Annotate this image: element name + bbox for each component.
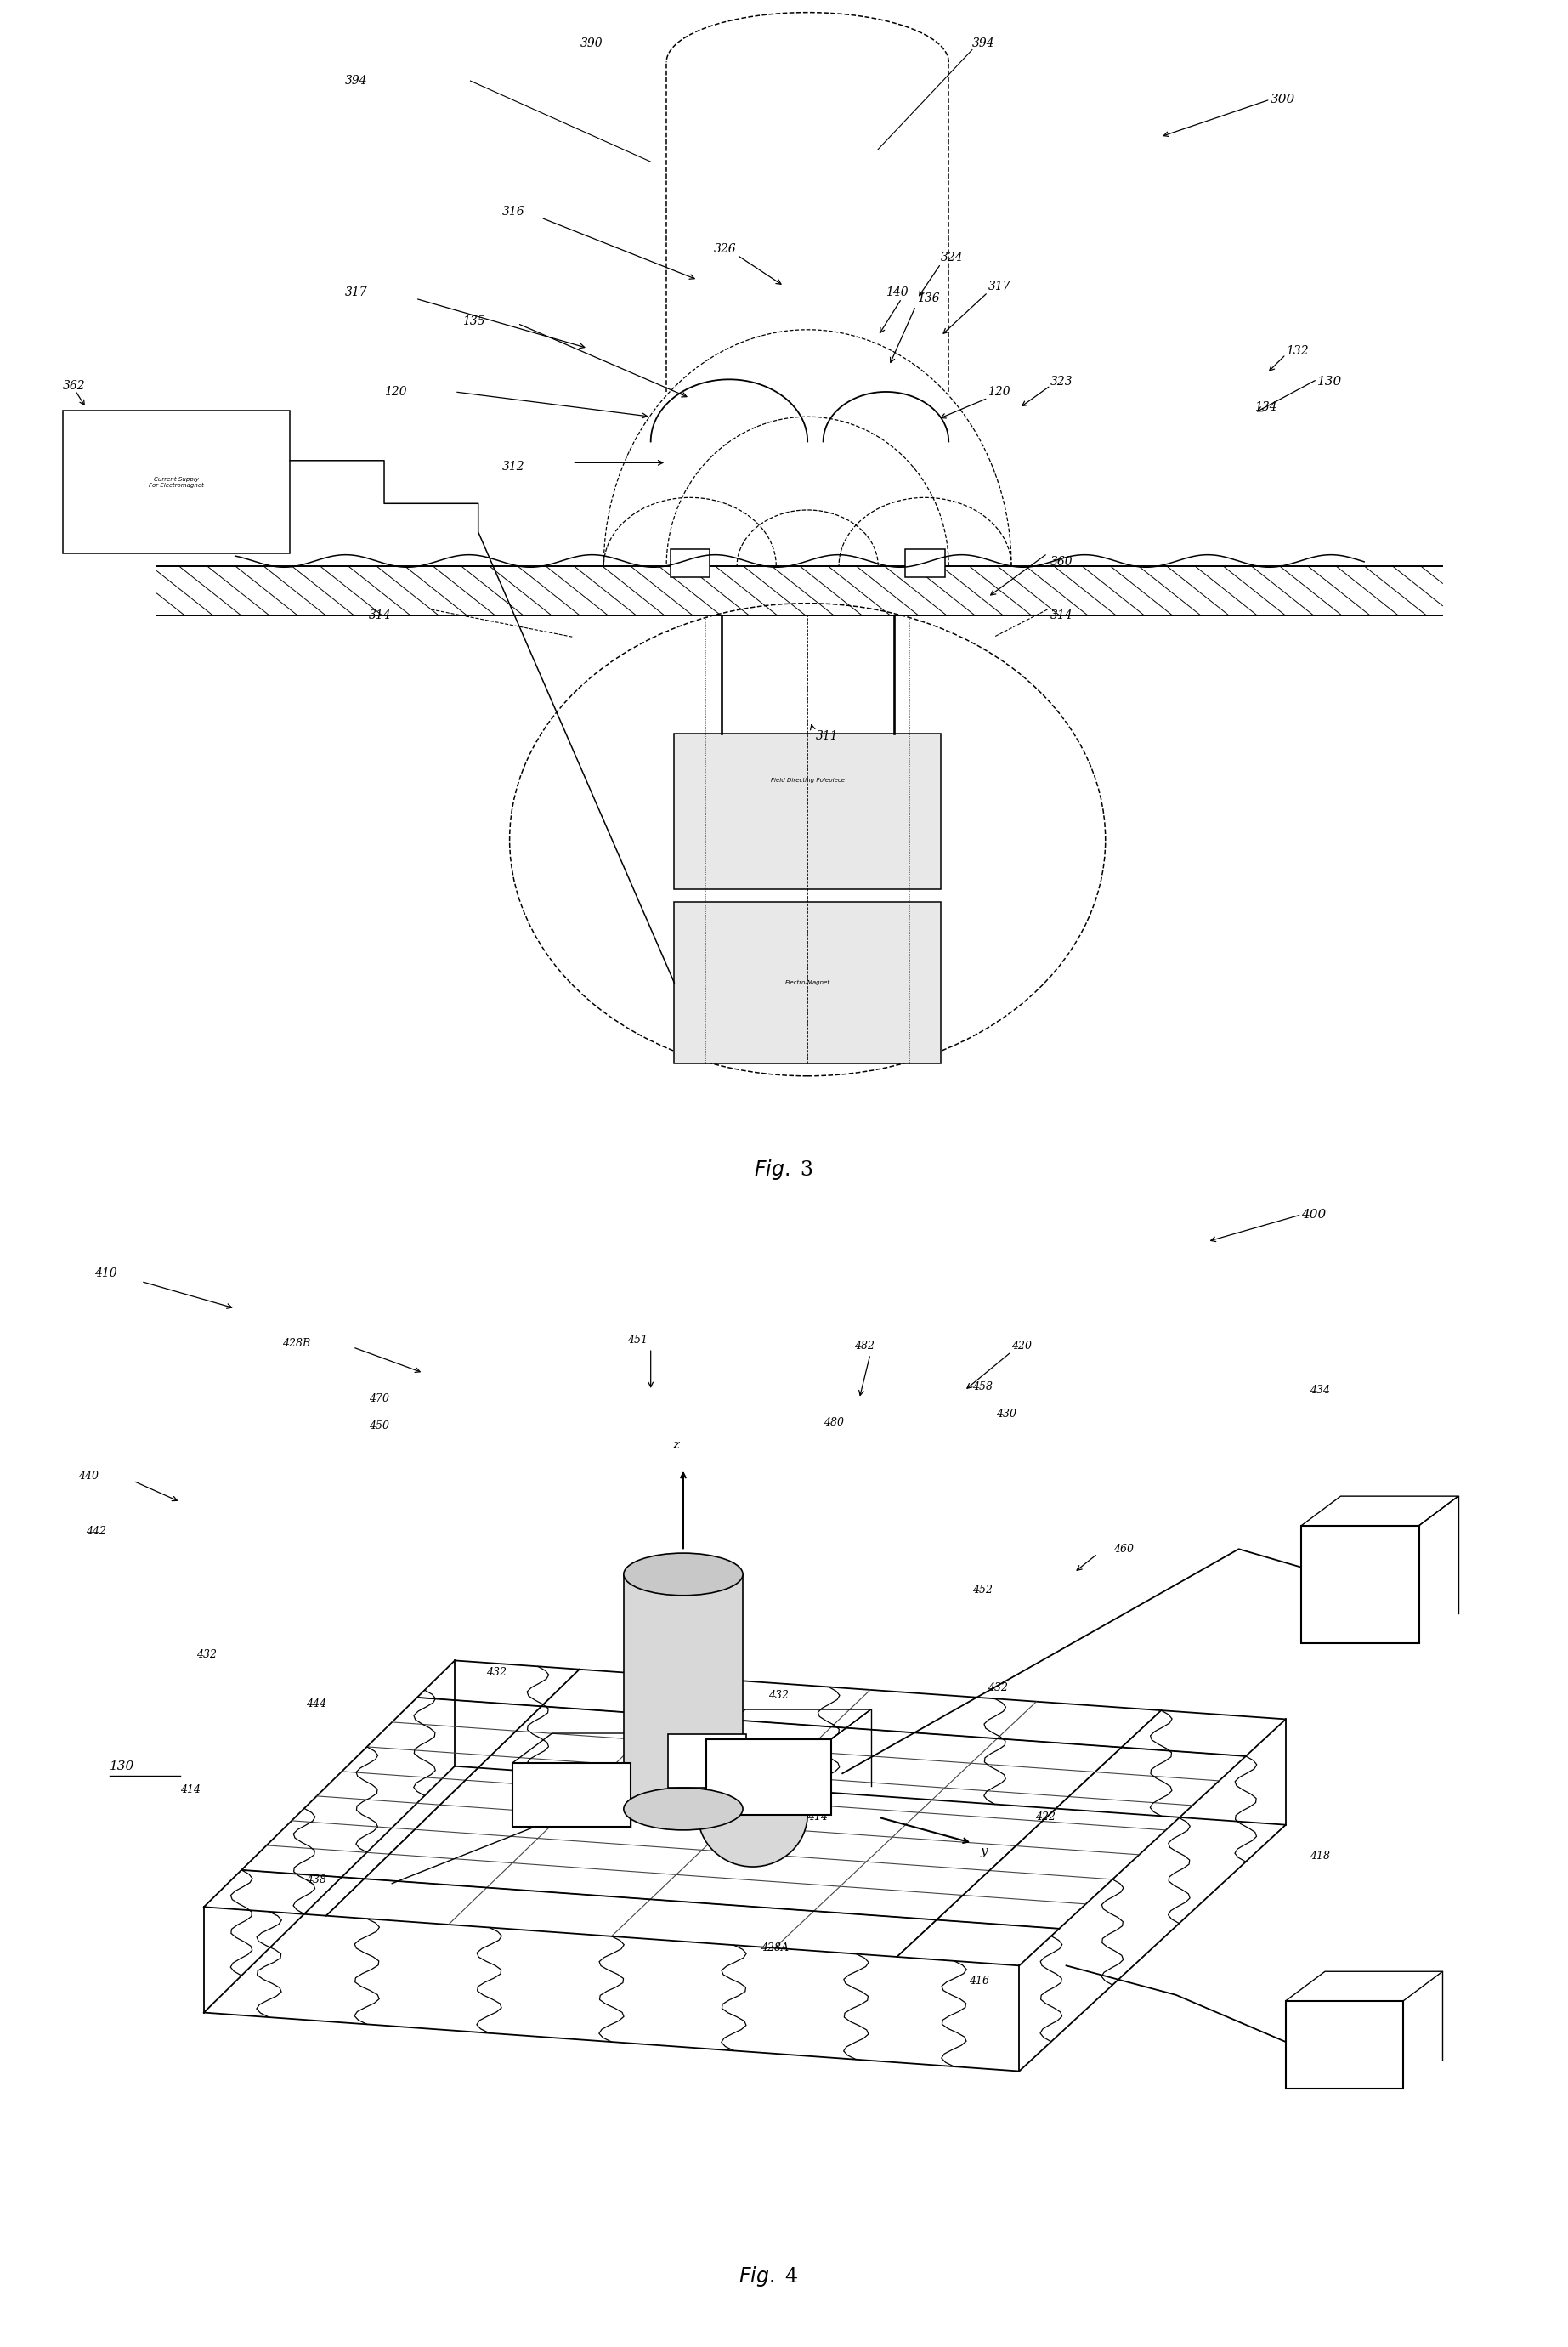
Text: 130: 130 xyxy=(1317,376,1342,387)
Text: 326: 326 xyxy=(713,242,735,256)
Text: 460: 460 xyxy=(1113,1544,1134,1554)
Text: 120: 120 xyxy=(384,385,406,397)
Text: 432: 432 xyxy=(196,1650,216,1659)
Bar xyxy=(624,1575,743,1810)
Text: 432: 432 xyxy=(988,1683,1008,1692)
Text: 390: 390 xyxy=(580,38,602,49)
Text: 430: 430 xyxy=(996,1408,1016,1420)
Text: 312: 312 xyxy=(502,460,524,472)
Text: 414: 414 xyxy=(180,1784,201,1795)
Text: 414: 414 xyxy=(808,1812,828,1821)
Text: $\it{Fig.}$ 3: $\it{Fig.}$ 3 xyxy=(754,1157,814,1181)
Text: x: x xyxy=(690,1817,696,1828)
Text: Field Directing Polepiece: Field Directing Polepiece xyxy=(770,777,845,784)
Text: 420: 420 xyxy=(1011,1340,1032,1352)
Text: 314: 314 xyxy=(1051,610,1073,622)
Text: 300: 300 xyxy=(1270,94,1295,106)
Text: 140: 140 xyxy=(886,286,908,298)
Text: 454: 454 xyxy=(776,1774,793,1781)
Bar xyxy=(671,549,709,577)
Text: 314: 314 xyxy=(368,610,390,622)
Text: 324: 324 xyxy=(941,251,963,263)
Bar xyxy=(513,1763,630,1826)
Text: 135: 135 xyxy=(463,314,485,326)
Text: 442: 442 xyxy=(86,1526,107,1537)
Bar xyxy=(906,549,944,577)
Text: 450: 450 xyxy=(368,1420,389,1432)
Bar xyxy=(668,1734,746,1788)
Text: z: z xyxy=(673,1439,679,1450)
Bar xyxy=(706,1739,831,1814)
Text: Electro-Magnet: Electro-Magnet xyxy=(786,981,829,986)
Text: 323: 323 xyxy=(1051,376,1073,387)
Text: 394: 394 xyxy=(972,38,994,49)
Text: 428A: 428A xyxy=(760,1943,789,1953)
Text: 418: 418 xyxy=(1309,1852,1330,1861)
Text: 316: 316 xyxy=(502,207,524,218)
Text: 422: 422 xyxy=(1035,1812,1055,1821)
Text: 470: 470 xyxy=(368,1394,389,1404)
Text: 456: 456 xyxy=(690,1678,710,1690)
Text: 434: 434 xyxy=(1309,1385,1330,1396)
Text: Current Supply
For Electromagnet: Current Supply For Electromagnet xyxy=(149,476,204,488)
Text: 458: 458 xyxy=(972,1382,993,1392)
Text: 452: 452 xyxy=(972,1584,993,1596)
Ellipse shape xyxy=(624,1554,743,1596)
Text: 428B: 428B xyxy=(282,1338,310,1350)
Text: 132: 132 xyxy=(1286,345,1308,357)
Text: 130: 130 xyxy=(110,1760,135,1772)
Text: 317: 317 xyxy=(988,279,1010,291)
Text: 416: 416 xyxy=(969,1976,989,1986)
Text: 362: 362 xyxy=(63,380,85,392)
Bar xyxy=(63,411,290,554)
Text: 480: 480 xyxy=(823,1418,844,1427)
Text: y: y xyxy=(980,1845,988,1856)
Text: 410: 410 xyxy=(94,1267,116,1279)
Text: 400: 400 xyxy=(1301,1209,1327,1220)
Bar xyxy=(1301,1526,1419,1643)
Text: 482: 482 xyxy=(855,1340,875,1352)
Text: 136: 136 xyxy=(917,293,939,305)
Text: 440: 440 xyxy=(78,1472,99,1481)
Text: 432: 432 xyxy=(486,1666,506,1678)
Text: 317: 317 xyxy=(345,286,367,298)
Text: 394: 394 xyxy=(345,75,367,87)
Ellipse shape xyxy=(624,1788,743,1831)
Bar xyxy=(1286,2000,1403,2089)
Bar xyxy=(674,735,941,890)
Text: 451: 451 xyxy=(627,1335,648,1345)
Text: 424: 424 xyxy=(588,1817,608,1826)
Text: $\it{Fig.}$ 4: $\it{Fig.}$ 4 xyxy=(739,2265,798,2288)
Text: 432: 432 xyxy=(768,1690,789,1702)
Text: 438: 438 xyxy=(306,1875,326,1885)
Text: 134: 134 xyxy=(1254,401,1276,413)
Ellipse shape xyxy=(698,1760,808,1866)
Text: 120: 120 xyxy=(988,385,1010,397)
Text: 360: 360 xyxy=(1051,556,1073,568)
Bar xyxy=(674,901,941,1063)
Text: 444: 444 xyxy=(306,1699,326,1709)
Text: 311: 311 xyxy=(815,730,837,742)
